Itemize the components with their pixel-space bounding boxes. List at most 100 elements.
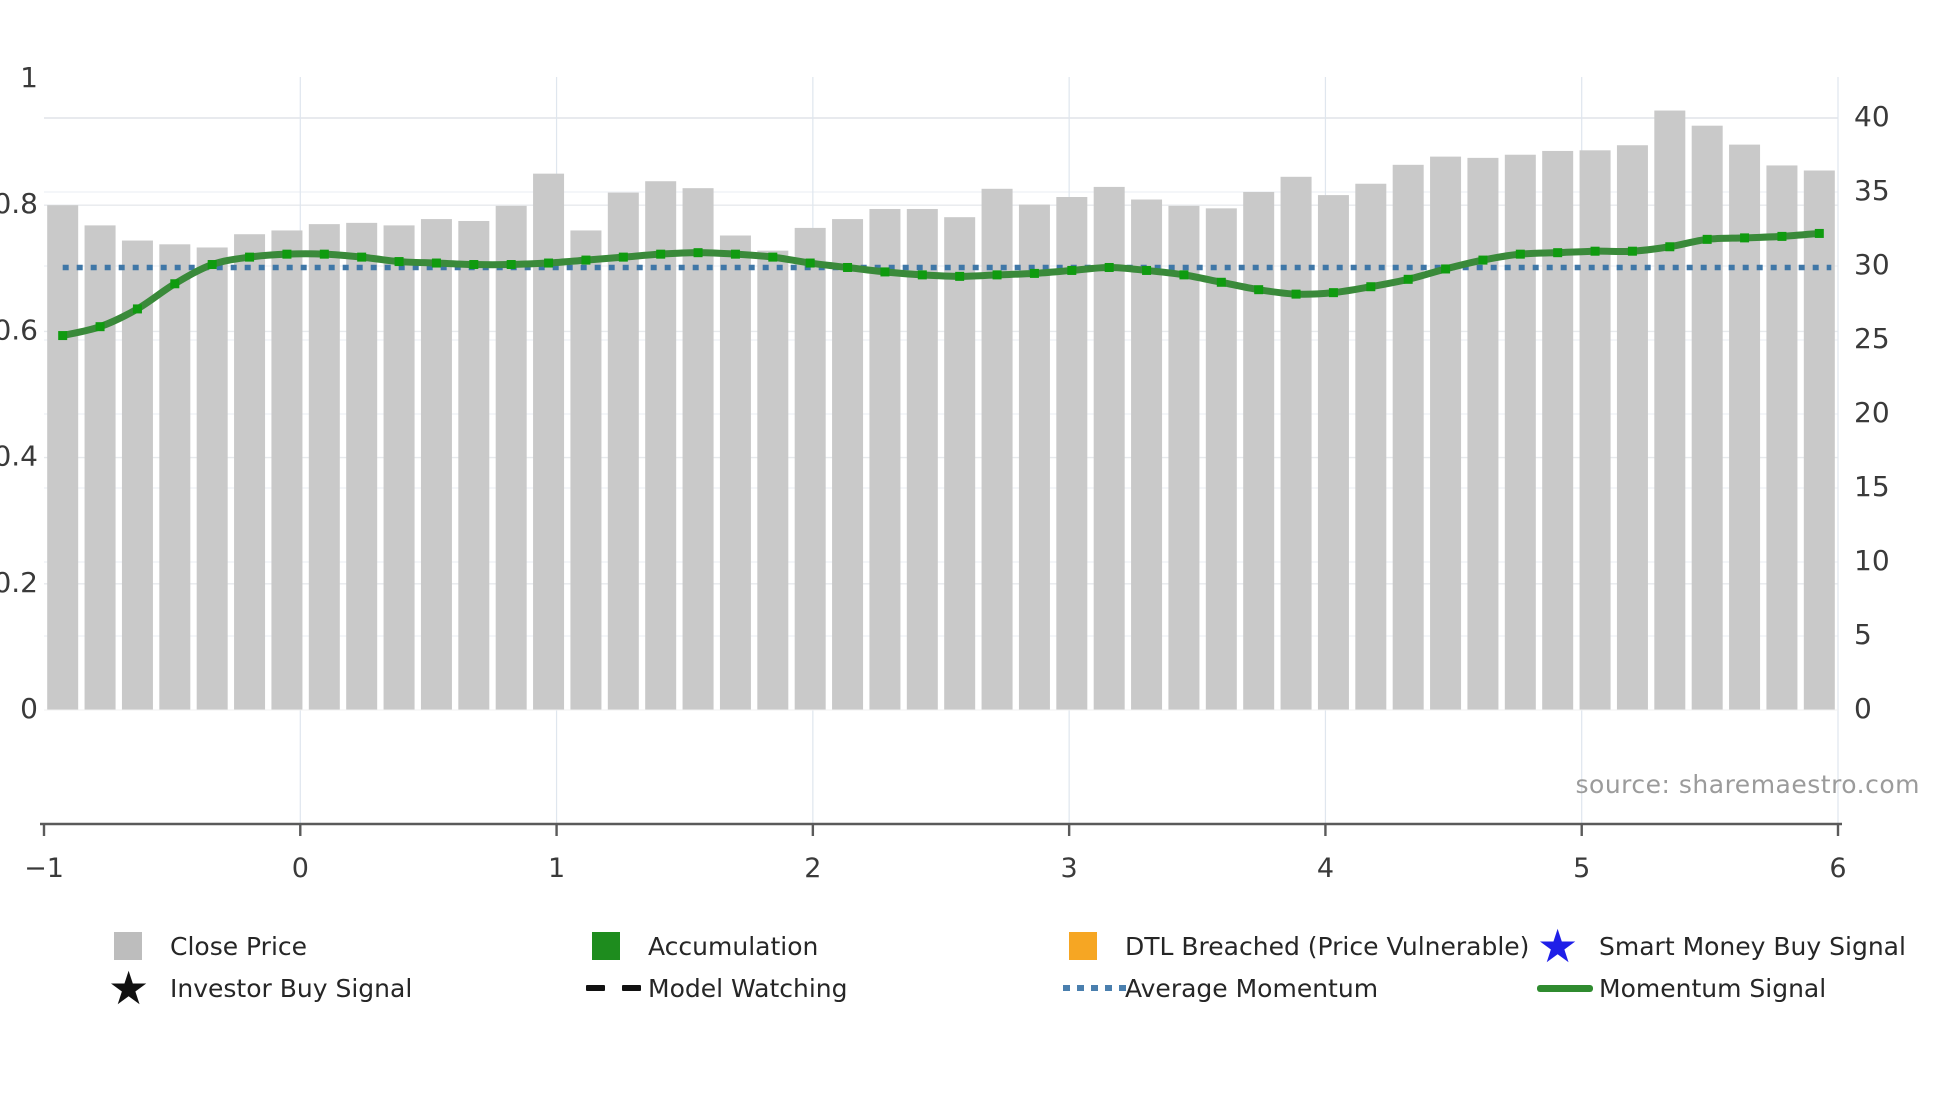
right-tick-label: 35 (1854, 174, 1890, 207)
accumulation-marker (245, 252, 255, 262)
x-tick-label: 1 (548, 853, 565, 884)
accumulation-marker (282, 249, 292, 259)
close-price-bar (1542, 150, 1574, 710)
accumulation-marker (1366, 282, 1376, 292)
legend-item-average-momentum: Average Momentum (1063, 967, 1378, 1009)
accumulation-marker (1403, 274, 1413, 284)
accumulation-swatch-icon (586, 932, 648, 960)
close-price-bar (84, 225, 116, 710)
accumulation-marker (880, 267, 890, 277)
close-price-bar (570, 230, 602, 710)
smart-money-star-icon: ★ (1537, 919, 1579, 973)
close-price-bar (1467, 157, 1499, 710)
x-tick-label: 6 (1829, 853, 1846, 884)
legend-item-close-price: Close Price (108, 925, 307, 967)
left-tick-label: 0.4 (0, 440, 38, 473)
close-price-bar (981, 188, 1013, 710)
close-price-bar (1093, 186, 1125, 710)
close-price-bar (1691, 125, 1723, 711)
legend-item-model-watching: Model Watching (586, 967, 848, 1009)
close-price-bar (906, 208, 938, 710)
accumulation-marker (1553, 248, 1563, 258)
investor-buy-star-icon: ★ (108, 961, 150, 1015)
accumulation-marker (1478, 255, 1488, 265)
close-price-bar (1579, 150, 1611, 711)
close-price-bar (533, 173, 565, 710)
close-price-bar (1355, 183, 1387, 711)
legend-label: Close Price (170, 931, 308, 961)
accumulation-marker (1142, 265, 1152, 275)
close-price-bar (1654, 110, 1686, 711)
left-tick-label: 1 (20, 61, 38, 94)
close-price-bar (121, 240, 153, 710)
accumulation-marker (805, 258, 815, 268)
legend-item-dtl-breached: DTL Breached (Price Vulnerable) (1063, 925, 1529, 967)
close-price-bar (682, 188, 714, 711)
close-price-bar (383, 225, 415, 710)
accumulation-marker (1627, 246, 1637, 256)
dtl-breached-swatch-icon (1063, 932, 1125, 960)
close-price-bar (1430, 156, 1462, 710)
accumulation-marker (1814, 228, 1824, 238)
close-price-bar (645, 181, 677, 711)
accumulation-marker (1590, 246, 1600, 256)
close-price-bar (1803, 170, 1835, 710)
accumulation-marker (394, 257, 404, 267)
x-tick-label: 0 (292, 853, 309, 884)
close-price-swatch-icon (108, 932, 170, 960)
legend-label: Momentum Signal (1599, 973, 1827, 1003)
accumulation-marker (656, 249, 666, 259)
accumulation-marker (1291, 289, 1301, 299)
legend-label: Average Momentum (1125, 973, 1379, 1003)
left-tick-label: 0.8 (0, 187, 38, 220)
accumulation-marker (618, 252, 628, 262)
accumulation-marker (581, 255, 591, 265)
close-price-bar (420, 219, 452, 710)
accumulation-marker (1067, 265, 1077, 275)
accumulation-marker (95, 322, 105, 332)
accumulation-marker (431, 258, 441, 268)
legend-item-smart-money: ★ Smart Money Buy Signal (1537, 919, 1906, 973)
x-tick-label: 5 (1573, 853, 1590, 884)
accumulation-marker (917, 270, 927, 280)
momentum-signal-line-icon (1537, 984, 1599, 992)
close-price-bar (196, 247, 228, 711)
accumulation-marker (58, 331, 68, 341)
accumulation-marker (1104, 262, 1114, 272)
close-price-bar (1317, 195, 1349, 710)
close-price-bar (1243, 191, 1275, 711)
legend-label: Model Watching (648, 973, 848, 1003)
close-price-bar (869, 208, 901, 710)
source-note: source: sharemaestro.com (1575, 770, 1920, 799)
accumulation-marker (357, 252, 367, 262)
close-price-bar (1616, 145, 1648, 710)
close-price-bar (1205, 208, 1237, 711)
accumulation-marker (693, 248, 703, 258)
accumulation-marker (207, 260, 217, 270)
average-momentum-dots-icon (1063, 985, 1126, 991)
left-tick-label: 0 (20, 692, 38, 725)
left-tick-label: 0.2 (0, 566, 38, 599)
model-watching-dash-icon (586, 985, 648, 991)
close-price-bar (47, 205, 79, 710)
accumulation-marker (544, 258, 554, 268)
accumulation-marker (1441, 264, 1451, 274)
accumulation-marker (843, 262, 853, 272)
accumulation-marker (1179, 270, 1189, 280)
close-price-bar (1766, 165, 1798, 710)
accumulation-marker (1216, 277, 1226, 287)
close-price-bar (234, 234, 266, 710)
accumulation-marker (1777, 231, 1787, 241)
accumulation-marker (469, 260, 479, 270)
right-tick-label: 30 (1854, 248, 1890, 281)
close-price-bar (458, 220, 490, 710)
x-tick-label: 2 (804, 853, 821, 884)
legend-label: Investor Buy Signal (170, 973, 413, 1003)
left-tick-label: 0.6 (0, 313, 38, 346)
accumulation-marker (1702, 234, 1712, 244)
close-price-bar (1131, 199, 1163, 710)
close-price-bar (1018, 204, 1050, 710)
close-price-bar (1504, 154, 1536, 711)
right-tick-label: 40 (1854, 100, 1890, 133)
x-tick-label: 4 (1317, 853, 1334, 884)
